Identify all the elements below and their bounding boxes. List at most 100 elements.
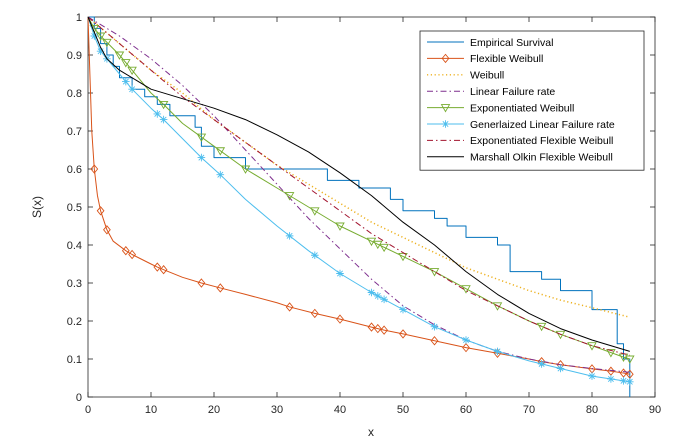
- x-tick-label: 80: [586, 404, 598, 416]
- x-tick-label: 20: [208, 404, 220, 416]
- asterisk-marker: [493, 347, 502, 356]
- series-line: [87, 16, 630, 360]
- axis-ticks: 0 10 20 30 40 50 60 70 80 90 0 0.1 0.2 0.3 0.4 0.5 0.6 0.…: [67, 12, 661, 416]
- triangle-marker: [102, 38, 112, 48]
- diamond-marker: [121, 245, 130, 256]
- legend-item-4: Exponentiated Weibull: [427, 102, 574, 114]
- asterisk-marker: [537, 360, 546, 368]
- legend-label: Weibull: [470, 70, 504, 82]
- legend-box: [419, 30, 645, 171]
- y-tick-label: 0.4: [67, 240, 82, 252]
- series-4: [87, 16, 635, 364]
- asterisk-marker: [96, 47, 105, 55]
- x-tick-label: 40: [334, 404, 346, 416]
- legend-label: Exponentiated Weibull: [470, 102, 574, 114]
- y-tick-label: 0.6: [67, 164, 82, 176]
- legend-item-3: Linear Failure rate: [427, 86, 555, 98]
- diamond-marker: [441, 53, 450, 64]
- x-tick-label: 50: [397, 404, 409, 416]
- diamond-marker: [197, 278, 206, 288]
- asterisk-marker: [128, 85, 136, 93]
- legend-label: Flexible Weibull: [470, 53, 543, 65]
- x-tick-label: 10: [145, 404, 157, 416]
- triangle-marker: [121, 59, 131, 68]
- triangle-marker: [310, 207, 320, 216]
- asterisk-marker: [430, 322, 439, 331]
- triangle-marker: [114, 51, 125, 60]
- diamond-marker: [159, 264, 168, 275]
- asterisk-marker: [216, 170, 225, 179]
- legend-item-2: Weibull: [427, 70, 504, 82]
- asterisk-marker: [607, 375, 615, 383]
- triangle-marker: [536, 322, 547, 332]
- asterisk-marker: [367, 288, 376, 297]
- triangle-marker: [373, 240, 383, 250]
- asterisk-marker: [441, 120, 450, 128]
- triangle-marker: [379, 243, 389, 253]
- series-line: [87, 16, 630, 383]
- triangle-marker: [398, 252, 408, 262]
- legend-item-5: Generlaized Linear Failure rate: [427, 119, 615, 131]
- asterisk-marker: [399, 305, 407, 314]
- diamond-marker: [103, 225, 111, 235]
- triangle-marker: [284, 192, 295, 201]
- diamond-marker: [430, 336, 439, 346]
- asterisk-marker: [374, 292, 382, 300]
- triangle-marker: [127, 66, 137, 76]
- asterisk-marker: [626, 378, 634, 386]
- asterisk-marker: [380, 295, 388, 304]
- diamond-marker: [380, 325, 388, 335]
- y-tick-label: 0.3: [67, 278, 82, 290]
- series-7: [87, 16, 630, 352]
- asterisk-marker: [90, 32, 99, 40]
- diamond-marker: [310, 308, 319, 319]
- series-line: [87, 16, 630, 356]
- x-tick-label: 0: [85, 404, 91, 416]
- diamond-marker: [153, 262, 162, 272]
- series-2: [87, 16, 630, 318]
- triangle-marker: [215, 147, 226, 156]
- series-line: [87, 16, 630, 318]
- y-tick-label: 0: [76, 392, 82, 404]
- triangle-marker: [440, 104, 451, 113]
- x-tick-label: 30: [271, 404, 283, 416]
- y-tick-label: 0.7: [67, 126, 82, 138]
- y-tick-label: 1: [76, 12, 82, 24]
- legend-item-1: Flexible Weibull: [427, 53, 543, 65]
- legend-label: Marshall Olkin Flexible Weibull: [470, 152, 613, 164]
- asterisk-marker: [336, 269, 344, 278]
- asterisk-marker: [311, 251, 319, 260]
- legend-label: Empirical Survival: [470, 37, 553, 49]
- series-line: [87, 16, 630, 352]
- diamond-marker: [373, 323, 382, 334]
- triangle-marker: [158, 100, 169, 110]
- triangle-marker: [625, 355, 635, 364]
- series-3: [87, 16, 630, 373]
- triangle-marker: [606, 349, 616, 358]
- y-tick-label: 0.5: [67, 202, 82, 214]
- legend-item-6: Exponentiated Flexible Weibull: [427, 135, 613, 147]
- series-layer: [87, 16, 635, 397]
- asterisk-marker: [159, 115, 168, 124]
- asterisk-marker: [588, 372, 596, 380]
- legend-label: Generlaized Linear Failure rate: [470, 119, 615, 131]
- triangle-marker: [587, 342, 597, 351]
- legend: Empirical Survival Flexible Weibull Weibul…: [419, 30, 645, 171]
- legend-item-7: Marshall Olkin Flexible Weibull: [427, 152, 613, 164]
- diamond-marker: [216, 283, 225, 293]
- legend-label: Exponentiated Flexible Weibull: [470, 135, 613, 147]
- triangle-marker: [366, 237, 377, 247]
- x-tick-label: 90: [649, 404, 661, 416]
- legend-item-0: Empirical Survival: [427, 37, 553, 49]
- diamond-marker: [336, 314, 344, 324]
- asterisk-marker: [153, 110, 162, 118]
- series-6: [87, 16, 630, 356]
- asterisk-marker: [285, 232, 294, 240]
- asterisk-marker: [462, 336, 470, 344]
- asterisk-marker: [619, 377, 628, 385]
- y-axis-label: S(x): [30, 196, 44, 218]
- triangle-marker: [555, 330, 566, 340]
- asterisk-marker: [556, 364, 565, 373]
- series-5: [87, 16, 634, 386]
